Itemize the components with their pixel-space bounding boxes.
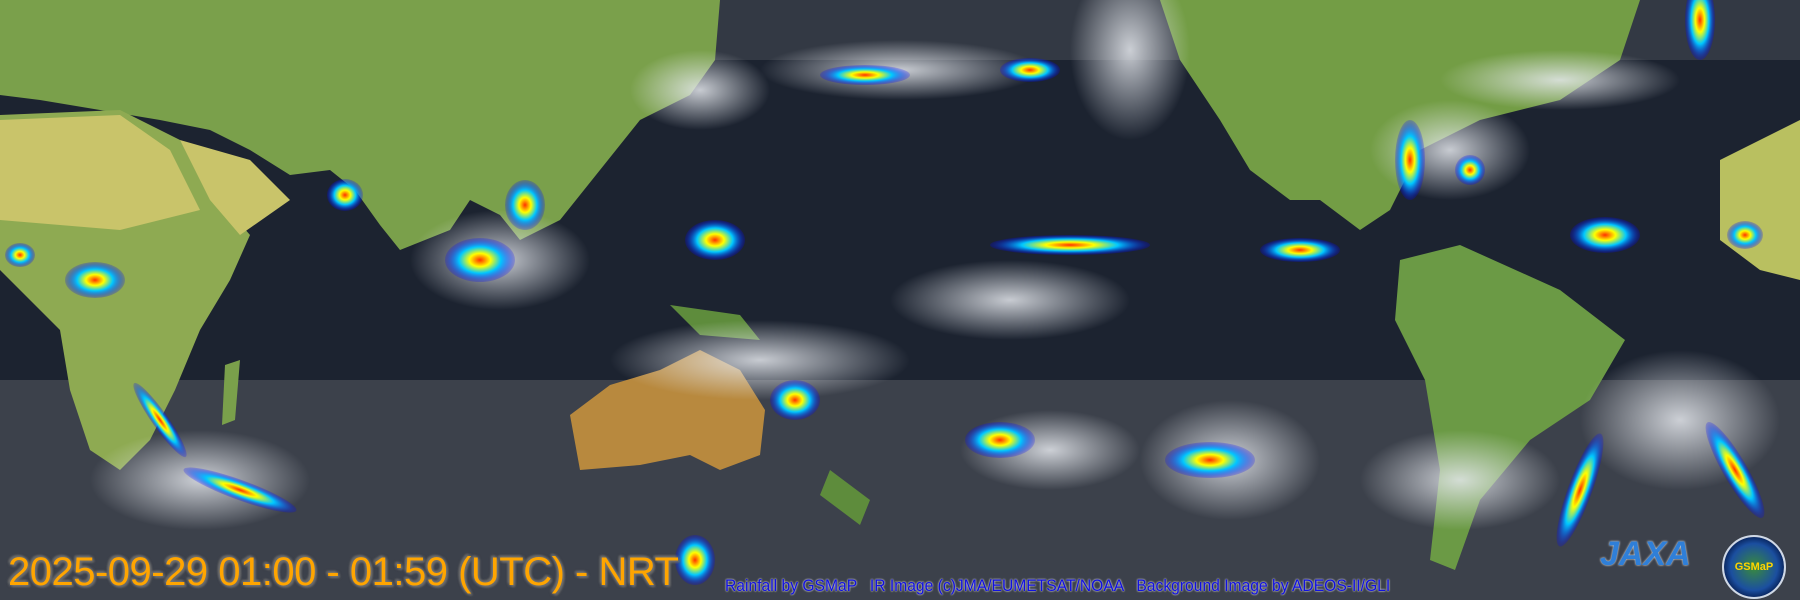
arabia: [180, 140, 290, 235]
gsmap-logo: GSMaP: [1722, 535, 1786, 599]
observation-timestamp: 2025-09-29 01:00 - 01:59 (UTC) - NRT: [8, 550, 679, 594]
jaxa-logo: JAXA: [1600, 535, 1691, 573]
sahara: [0, 115, 200, 230]
clouds: [90, 0, 1780, 530]
rainfall-areas: [5, 0, 1765, 585]
new-zealand: [820, 470, 870, 525]
eurasia: [0, 0, 720, 250]
image-credits: Rainfall by GSMaP IR Image (c)JMA/EUMETS…: [725, 576, 1391, 595]
madagascar: [222, 360, 240, 425]
